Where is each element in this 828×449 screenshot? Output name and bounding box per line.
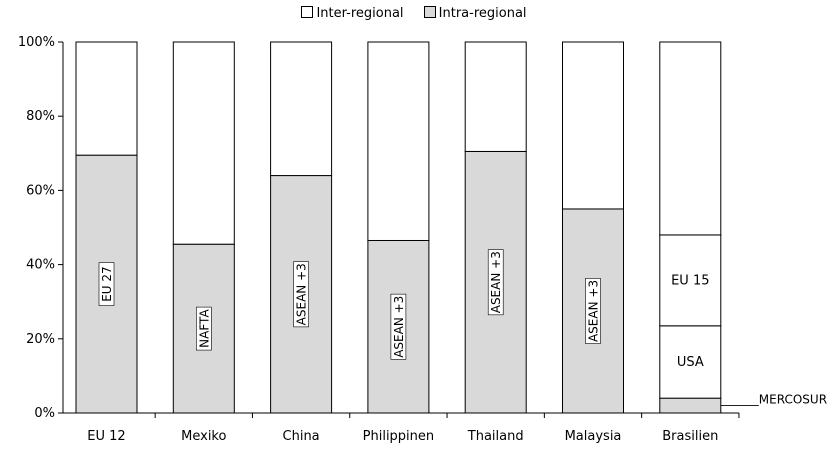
segment-label-mercosur: MERCOSUR (759, 393, 827, 407)
bar-segment-malaysia-inter-regional (562, 41, 624, 210)
segment-label-asean-3: ASEAN +3 (293, 261, 309, 328)
bar-segment-brasilien-inter-regional (659, 41, 722, 236)
segment-label-text: ASEAN +3 (587, 280, 601, 342)
bar-segment-brasilien-inter-regional (659, 325, 722, 399)
y-tick-label: 60% (26, 183, 55, 198)
legend-item-inter-regional: Inter-regional (301, 6, 404, 21)
bar-segment-philippinen-inter-regional (367, 41, 430, 241)
segment-label-box (293, 261, 309, 328)
chart-legend: Inter-regional Intra-regional (0, 6, 828, 21)
x-category-label: China (283, 429, 320, 444)
legend-label-intra-regional: Intra-regional (438, 6, 527, 21)
bar-segment-eu-12-inter-regional (75, 41, 138, 156)
segment-label-eu-15: EU 15 (671, 273, 709, 288)
segment-label-usa: USA (677, 355, 704, 370)
segment-label-eu-27: EU 27 (98, 262, 115, 306)
segment-label-text: ASEAN +3 (295, 263, 309, 325)
segment-label-text: NAFTA (197, 309, 211, 348)
bar-segment-china-inter-regional (270, 41, 333, 177)
legend-swatch-intra-regional (423, 6, 436, 18)
x-category-label: EU 12 (87, 429, 125, 444)
segment-label-asean-3: ASEAN +3 (390, 293, 407, 360)
segment-label-box (585, 278, 601, 344)
x-category-label: Brasilien (662, 429, 718, 444)
x-category-label: Philippinen (363, 429, 435, 444)
segment-label-asean-3: ASEAN +3 (487, 249, 504, 316)
y-tick-label: 80% (26, 109, 55, 124)
segment-label-box (390, 293, 407, 360)
x-category-label: Mexiko (181, 429, 226, 444)
segment-label-box (196, 306, 212, 351)
bar-segment-thailand-inter-regional (464, 41, 527, 152)
segment-label-text: ASEAN +3 (489, 251, 503, 313)
legend-label-inter-regional: Inter-regional (316, 6, 404, 21)
segment-label-asean-3: ASEAN +3 (585, 278, 601, 344)
legend-swatch-inter-regional (301, 6, 314, 18)
y-tick-label: 100% (18, 35, 55, 50)
segment-label-text: EU 27 (100, 266, 114, 301)
legend-item-intra-regional: Intra-regional (423, 6, 527, 21)
segment-label-nafta: NAFTA (196, 306, 212, 351)
segment-label-box (98, 262, 115, 306)
y-tick-label: 0% (34, 406, 55, 421)
x-category-label: Thailand (467, 429, 524, 444)
x-category-label: Malaysia (565, 429, 622, 444)
y-tick-label: 40% (26, 258, 55, 273)
bar-segment-mexiko-inter-regional (172, 41, 235, 245)
segment-label-text: ASEAN +3 (392, 296, 406, 358)
y-tick-label: 20% (26, 332, 55, 347)
segment-label-box (487, 249, 504, 316)
bar-segment-brasilien-intra-regional (659, 397, 722, 414)
bar-segment-brasilien-inter-regional (659, 234, 722, 327)
